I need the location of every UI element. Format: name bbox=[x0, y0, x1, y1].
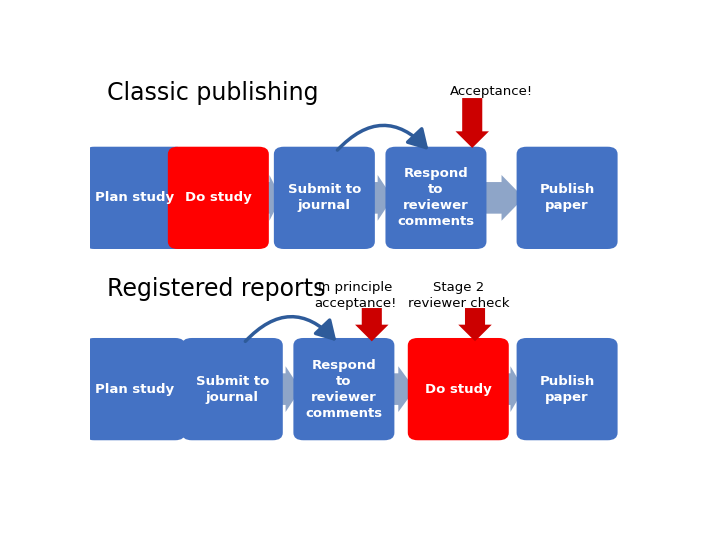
FancyBboxPatch shape bbox=[408, 338, 509, 440]
Text: Do study: Do study bbox=[185, 191, 252, 204]
FancyBboxPatch shape bbox=[516, 338, 618, 440]
Text: Respond
to
reviewer
comments: Respond to reviewer comments bbox=[397, 167, 474, 228]
Polygon shape bbox=[175, 175, 178, 221]
Polygon shape bbox=[355, 308, 389, 341]
Polygon shape bbox=[368, 175, 392, 221]
FancyBboxPatch shape bbox=[181, 338, 283, 440]
Text: Plan study: Plan study bbox=[95, 191, 174, 204]
Polygon shape bbox=[261, 175, 281, 221]
Text: Respond
to
reviewer
comments: Respond to reviewer comments bbox=[305, 359, 382, 420]
FancyBboxPatch shape bbox=[84, 147, 185, 249]
FancyArrowPatch shape bbox=[246, 316, 334, 341]
Text: Publish
paper: Publish paper bbox=[539, 375, 595, 403]
Text: Do study: Do study bbox=[425, 383, 492, 396]
FancyBboxPatch shape bbox=[274, 147, 375, 249]
Polygon shape bbox=[502, 366, 524, 412]
Text: Acceptance!: Acceptance! bbox=[450, 85, 533, 98]
Polygon shape bbox=[458, 308, 492, 341]
Text: Registered reports: Registered reports bbox=[107, 277, 325, 301]
Polygon shape bbox=[178, 366, 189, 412]
Text: Plan study: Plan study bbox=[95, 383, 174, 396]
FancyBboxPatch shape bbox=[168, 147, 269, 249]
FancyBboxPatch shape bbox=[84, 338, 185, 440]
Polygon shape bbox=[387, 366, 415, 412]
FancyBboxPatch shape bbox=[516, 147, 618, 249]
Text: Publish
paper: Publish paper bbox=[539, 184, 595, 212]
FancyArrowPatch shape bbox=[338, 125, 426, 150]
Text: Classic publishing: Classic publishing bbox=[107, 82, 318, 105]
Text: Submit to
journal: Submit to journal bbox=[288, 184, 361, 212]
Text: Submit to
journal: Submit to journal bbox=[196, 375, 269, 403]
Polygon shape bbox=[276, 366, 301, 412]
Polygon shape bbox=[480, 175, 524, 221]
Polygon shape bbox=[456, 98, 489, 148]
Text: Stage 2
reviewer check: Stage 2 reviewer check bbox=[408, 281, 509, 310]
Text: In principle
acceptance!: In principle acceptance! bbox=[314, 281, 396, 310]
FancyBboxPatch shape bbox=[293, 338, 395, 440]
FancyBboxPatch shape bbox=[385, 147, 487, 249]
